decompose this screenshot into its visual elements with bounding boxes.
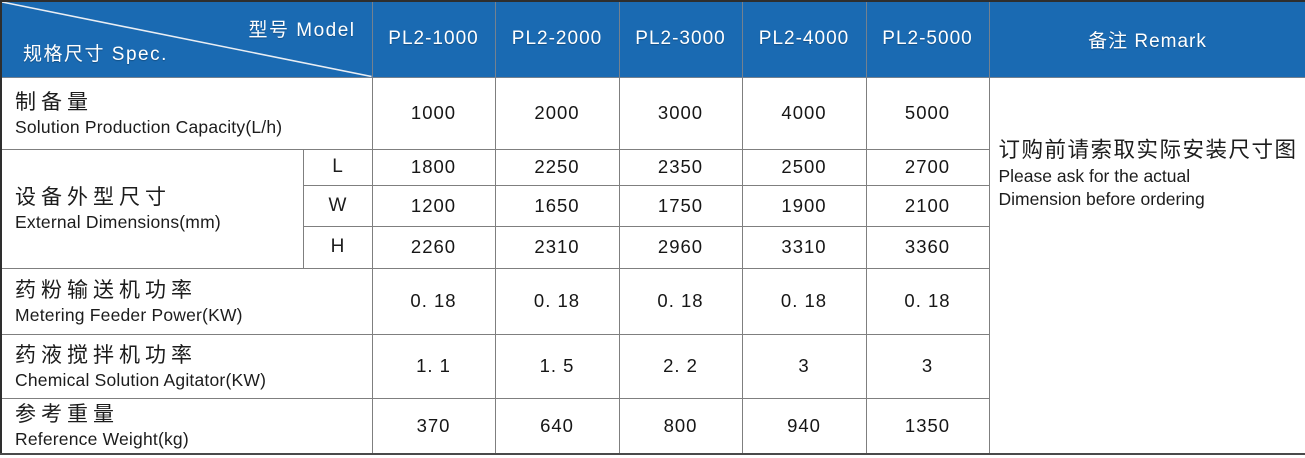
dimension-w-value: 1750 bbox=[618, 184, 743, 227]
dimension-l-value: 2250 bbox=[494, 148, 620, 186]
capacity-value: 4000 bbox=[741, 76, 867, 150]
capacity-value: 1000 bbox=[371, 76, 496, 150]
agitator-power-value: 2. 2 bbox=[618, 333, 743, 399]
remark-text-en-line2: Dimension before ordering bbox=[998, 188, 1205, 209]
capacity-value: 5000 bbox=[865, 76, 990, 150]
feeder-power-value: 0. 18 bbox=[494, 267, 620, 335]
dimension-h-value: 2310 bbox=[494, 225, 620, 269]
column-header-model-1: PL2-1000 bbox=[371, 0, 496, 78]
row-label-weight-en: Reference Weight(kg) bbox=[15, 429, 189, 450]
feeder-power-value: 0. 18 bbox=[865, 267, 990, 335]
dimension-h-value: 3310 bbox=[741, 225, 867, 269]
dimension-key-h: H bbox=[302, 225, 373, 269]
column-header-model-3: PL2-3000 bbox=[618, 0, 743, 78]
row-label-dimensions: 设备外型尺寸 External Dimensions(mm) bbox=[0, 148, 304, 269]
table-row-capacity: 制备量 Solution Production Capacity(L/h) 10… bbox=[0, 76, 1305, 455]
table-row-agitator-power: 药液搅拌机功率 Chemical Solution Agitator(KW) 1… bbox=[0, 333, 1305, 399]
dimension-h-value: 2960 bbox=[618, 225, 743, 269]
dimension-l-value: 2500 bbox=[741, 148, 867, 186]
feeder-power-value: 0. 18 bbox=[741, 267, 867, 335]
dimension-key-l: L bbox=[302, 148, 373, 186]
table-row-dimension-h: H 2260 2310 2960 3310 3360 bbox=[1, 225, 1305, 269]
row-label-feeder-zh: 药粉输送机功率 bbox=[15, 278, 197, 302]
dimension-w-value: 2100 bbox=[865, 184, 990, 227]
dimension-key-w: W bbox=[302, 184, 373, 227]
column-header-remark: 备注 Remark bbox=[988, 0, 1305, 78]
row-label-capacity-en: Solution Production Capacity(L/h) bbox=[15, 116, 283, 137]
remark-cell: 订购前请索取实际安装尺寸图 Please ask for the actual … bbox=[988, 76, 1305, 455]
dimension-l-value: 1800 bbox=[371, 148, 496, 186]
dimension-h-value: 2260 bbox=[371, 225, 496, 269]
table-row-dimension-w: W 1200 1650 1750 1900 2100 bbox=[1, 184, 1305, 227]
feeder-power-value: 0. 18 bbox=[371, 267, 496, 335]
remark-text-en-line1: Please ask for the actual bbox=[998, 165, 1191, 186]
weight-value: 940 bbox=[741, 397, 867, 455]
agitator-power-value: 1. 5 bbox=[494, 333, 620, 399]
row-label-weight: 参考重量 Reference Weight(kg) bbox=[0, 397, 373, 455]
row-label-feeder: 药粉输送机功率 Metering Feeder Power(KW) bbox=[0, 267, 373, 335]
row-label-agitator: 药液搅拌机功率 Chemical Solution Agitator(KW) bbox=[0, 333, 373, 399]
row-label-dimensions-en: External Dimensions(mm) bbox=[15, 212, 221, 232]
agitator-power-value: 3 bbox=[741, 333, 867, 399]
dimension-l-value: 2700 bbox=[865, 148, 990, 186]
column-header-model-2: PL2-2000 bbox=[494, 0, 620, 78]
agitator-power-value: 1. 1 bbox=[371, 333, 496, 399]
model-header-label: 型号 Model bbox=[248, 20, 356, 41]
dimension-h-value: 3360 bbox=[865, 225, 990, 269]
row-label-agitator-zh: 药液搅拌机功率 bbox=[15, 343, 197, 367]
corner-header-cell: 型号 Model 规格尺寸 Spec. bbox=[0, 0, 373, 78]
feeder-power-value: 0. 18 bbox=[618, 267, 743, 335]
column-header-model-4: PL2-4000 bbox=[741, 0, 867, 78]
capacity-value: 2000 bbox=[494, 76, 620, 150]
row-label-agitator-en: Chemical Solution Agitator(KW) bbox=[15, 369, 267, 390]
remark-text-zh: 订购前请索取实际安装尺寸图 bbox=[998, 137, 1298, 162]
row-label-feeder-en: Metering Feeder Power(KW) bbox=[15, 304, 243, 325]
table-row-weight: 参考重量 Reference Weight(kg) 370 640 800 94… bbox=[0, 397, 1305, 455]
dimension-w-value: 1200 bbox=[371, 184, 496, 227]
weight-value: 800 bbox=[618, 397, 743, 455]
row-label-dimensions-zh: 设备外型尺寸 bbox=[15, 186, 171, 209]
weight-value: 370 bbox=[371, 397, 496, 455]
dimension-l-value: 2350 bbox=[618, 148, 743, 186]
table-row-feeder-power: 药粉输送机功率 Metering Feeder Power(KW) 0. 18 … bbox=[0, 267, 1305, 335]
dimension-w-value: 1900 bbox=[741, 184, 867, 227]
header-row: 型号 Model 规格尺寸 Spec. PL2-1000 PL2-2000 PL… bbox=[0, 0, 1305, 78]
diagonal-divider-line bbox=[2, 2, 372, 77]
row-label-weight-zh: 参考重量 bbox=[15, 403, 119, 427]
weight-value: 640 bbox=[494, 397, 620, 455]
row-label-capacity-zh: 制备量 bbox=[15, 90, 93, 114]
column-header-model-5: PL2-5000 bbox=[865, 0, 990, 78]
spec-header-label: 规格尺寸 Spec. bbox=[23, 43, 168, 65]
row-label-capacity: 制备量 Solution Production Capacity(L/h) bbox=[0, 76, 373, 150]
dimension-w-value: 1650 bbox=[494, 184, 620, 227]
table-row-dimension-l: 设备外型尺寸 External Dimensions(mm) L 1800 22… bbox=[0, 148, 1305, 269]
capacity-value: 3000 bbox=[618, 76, 743, 150]
weight-value: 1350 bbox=[865, 397, 990, 455]
agitator-power-value: 3 bbox=[865, 333, 990, 399]
